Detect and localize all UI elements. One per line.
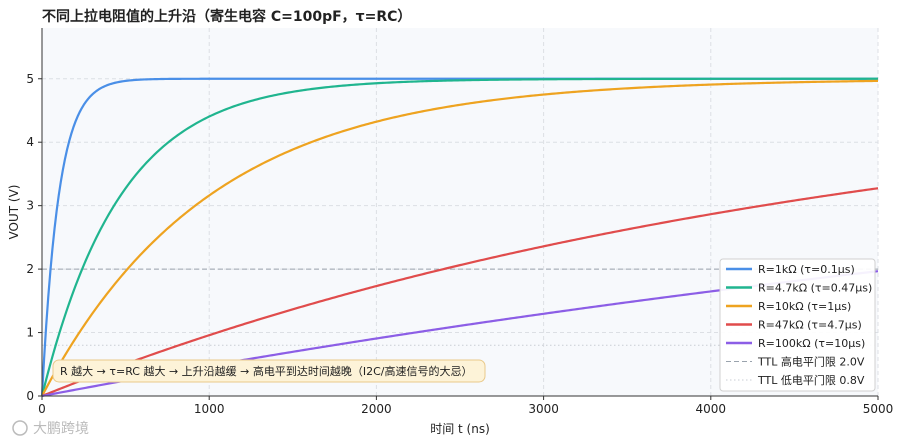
legend-label: R=1kΩ (τ=0.1μs) bbox=[758, 263, 855, 276]
y-tick-label: 2 bbox=[26, 262, 34, 276]
legend-frame bbox=[719, 258, 876, 392]
y-ticks: 0 1 2 3 4 5 bbox=[26, 72, 42, 403]
legend-label: TTL 高电平门限 2.0V bbox=[757, 355, 865, 369]
annotation-bg bbox=[52, 359, 486, 383]
y-tick-label: 5 bbox=[26, 72, 34, 86]
watermark-logo-icon bbox=[12, 420, 28, 436]
y-axis-label: VOUT (V) bbox=[7, 185, 21, 240]
series-line bbox=[40, 77, 878, 397]
x-tick-label: 4000 bbox=[696, 402, 727, 416]
series-line bbox=[41, 187, 879, 398]
legend-label: R=4.7kΩ (τ=0.47μs) bbox=[758, 282, 872, 295]
x-tick-label: 3000 bbox=[528, 402, 559, 416]
legend-label: R=10kΩ (τ=1μs) bbox=[758, 300, 851, 313]
x-tick-label: 5000 bbox=[863, 402, 894, 416]
x-tick-label: 0 bbox=[38, 402, 46, 416]
annotation-text: R 越大 → τ=RC 越大 → 上升沿越缓 → 高电平到达时间越晚（I2C/高… bbox=[60, 364, 473, 378]
legend-label: TTL 低电平门限 0.8V bbox=[757, 373, 865, 387]
y-tick-label: 1 bbox=[26, 326, 34, 340]
legend: R=1kΩ (τ=0.1μs) R=4.7kΩ (τ=0.47μs) R=10kΩ … bbox=[719, 258, 876, 392]
watermark-text: 大鹏跨境 bbox=[33, 421, 89, 437]
y-tick-label: 3 bbox=[26, 199, 34, 213]
legend-label: R=100kΩ (τ=10μs) bbox=[758, 337, 865, 350]
watermark: 大鹏跨境 bbox=[12, 420, 89, 437]
annotation-box: R 越大 → τ=RC 越大 → 上升沿越缓 → 高电平到达时间越晚（I2C/高… bbox=[52, 359, 486, 383]
legend-label: R=47kΩ (τ=4.7μs) bbox=[758, 319, 862, 332]
x-ticks: 0 1000 2000 3000 4000 5000 bbox=[38, 396, 893, 416]
series-line bbox=[41, 79, 879, 397]
chart-title: 不同上拉电阻值的上升沿（寄生电容 C=100pF，τ=RC） bbox=[42, 8, 411, 25]
y-tick-label: 0 bbox=[26, 389, 34, 403]
y-tick-label: 4 bbox=[26, 135, 34, 149]
x-tick-label: 2000 bbox=[361, 402, 392, 416]
x-axis-label: 时间 t (ns) bbox=[430, 422, 490, 436]
x-tick-label: 1000 bbox=[194, 402, 225, 416]
